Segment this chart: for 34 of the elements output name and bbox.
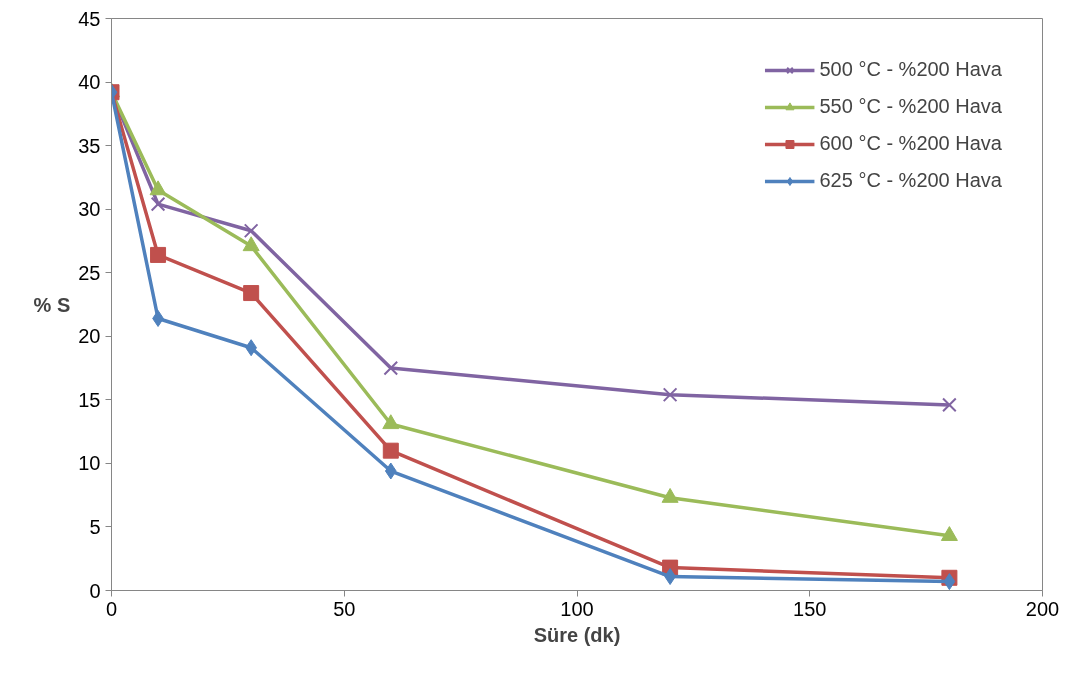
legend-label: 625 °C - %200 Hava — [819, 169, 1002, 192]
y-tick-label: 25 — [78, 261, 101, 284]
y-tick-label: 15 — [78, 388, 101, 411]
point — [243, 223, 259, 239]
legend-label: 550 °C - %200 Hava — [819, 95, 1002, 118]
y-tick-label: 0 — [89, 579, 101, 602]
x-tick-label: 200 — [1025, 597, 1060, 620]
y-tick-label: 20 — [78, 325, 101, 348]
point — [382, 442, 399, 459]
point — [150, 246, 167, 263]
point — [242, 236, 260, 252]
y-axis-title: % S — [33, 293, 71, 316]
point — [383, 360, 399, 376]
y-tick-label: 5 — [89, 515, 101, 538]
point — [384, 462, 397, 480]
point — [149, 180, 167, 196]
y-tick-label: 45 — [78, 7, 101, 30]
point — [243, 285, 260, 302]
x-tick-label: 50 — [333, 597, 356, 620]
y-tick-label: 30 — [78, 198, 101, 221]
y-tick-label: 10 — [78, 452, 101, 475]
point — [662, 387, 678, 403]
legend-label: 500 °C - %200 Hava — [819, 58, 1002, 81]
y-tick-label: 40 — [78, 71, 101, 94]
legend-label: 600 °C - %200 Hava — [819, 132, 1002, 155]
x-axis-title: Süre (dk) — [533, 623, 621, 646]
point — [382, 414, 400, 430]
y-tick-label: 35 — [78, 134, 101, 157]
x-tick-label: 150 — [793, 597, 827, 620]
point — [150, 196, 166, 212]
x-tick-label: 0 — [105, 597, 118, 620]
point — [943, 573, 956, 591]
x-tick-label: 100 — [560, 597, 594, 620]
point — [942, 397, 957, 413]
